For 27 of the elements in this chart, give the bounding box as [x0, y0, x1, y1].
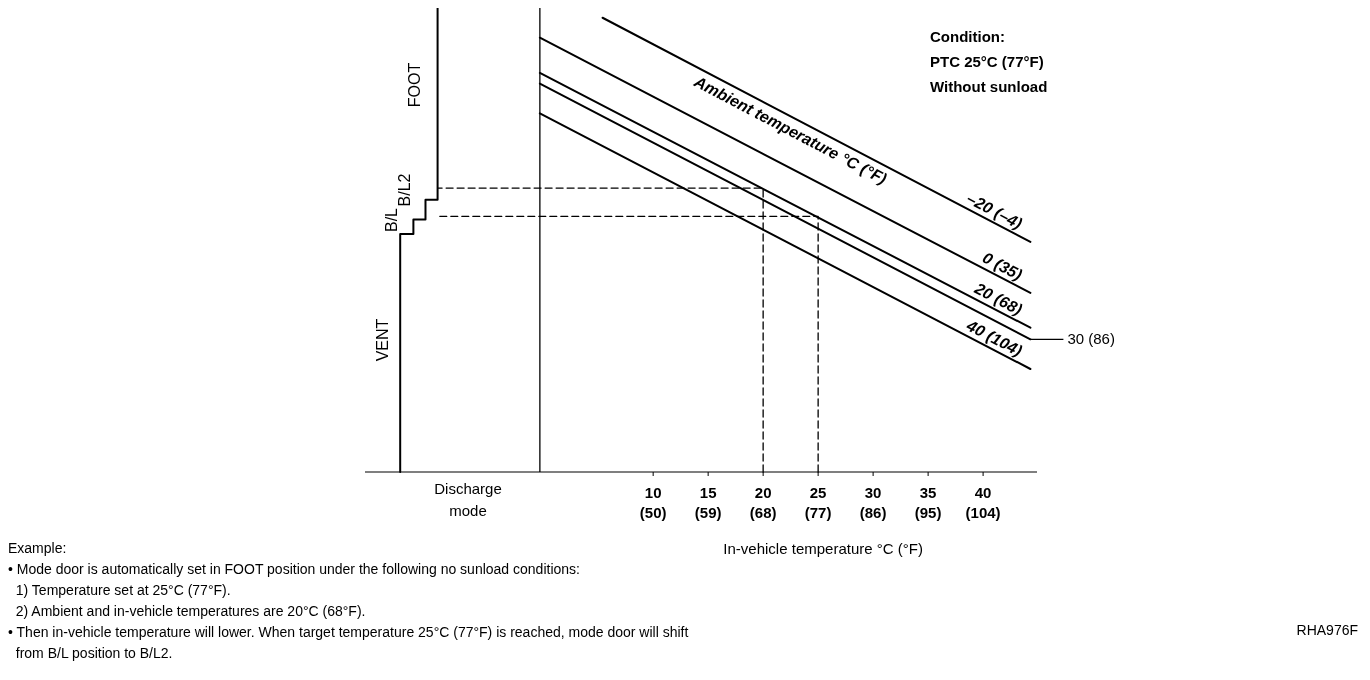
x2-tick-label: (50)	[639, 504, 667, 521]
x-tick-label: 35	[919, 484, 937, 501]
legend-label: 30 (86)	[1067, 330, 1115, 348]
x-tick-label: 25	[809, 484, 827, 501]
x-axis-title: In-vehicle temperature °C (°F)	[723, 540, 923, 557]
text: RHA976F	[1296, 622, 1358, 638]
x2-tick-label: (104)	[965, 504, 1001, 521]
x-tick-label: 15	[699, 484, 717, 501]
text: –20 (–4)	[964, 189, 1025, 233]
text: Discharge mode	[434, 480, 502, 519]
x-tick-label: 30	[864, 484, 882, 501]
text: Example: • Mode door is automatically set in FOOT position under the following no sunload conditions: 1) Temperature set at 25°C (77°F). 2) Ambient and in-vehicle temperatures are 20°C (68°F). • Then in-vehicle temperature will lower. When target temperature 25°C (77°F) is reached, mode door will shift from B/L position to B/L2.	[8, 540, 689, 661]
x-tick-label: 20	[754, 484, 772, 501]
annotation: Condition: PTC 25°C (77°F) Without sunload	[930, 28, 1048, 95]
annotation: B/L	[383, 207, 400, 233]
x-tick-label: 40	[974, 484, 992, 501]
x2-tick-label: (68)	[749, 504, 777, 521]
x2-tick-label: (86)	[859, 504, 887, 521]
text: 40 (104)	[963, 316, 1025, 360]
x2-tick-label: (77)	[804, 504, 832, 521]
annotation: B/L2	[396, 173, 413, 207]
annotation: VENT	[374, 318, 391, 362]
x2-tick-label: (95)	[914, 504, 942, 521]
text: 0 (35)	[979, 248, 1025, 284]
x-tick-label: 10	[644, 484, 662, 501]
x2-tick-label: (59)	[694, 504, 722, 521]
annotation: FOOT	[406, 62, 423, 108]
